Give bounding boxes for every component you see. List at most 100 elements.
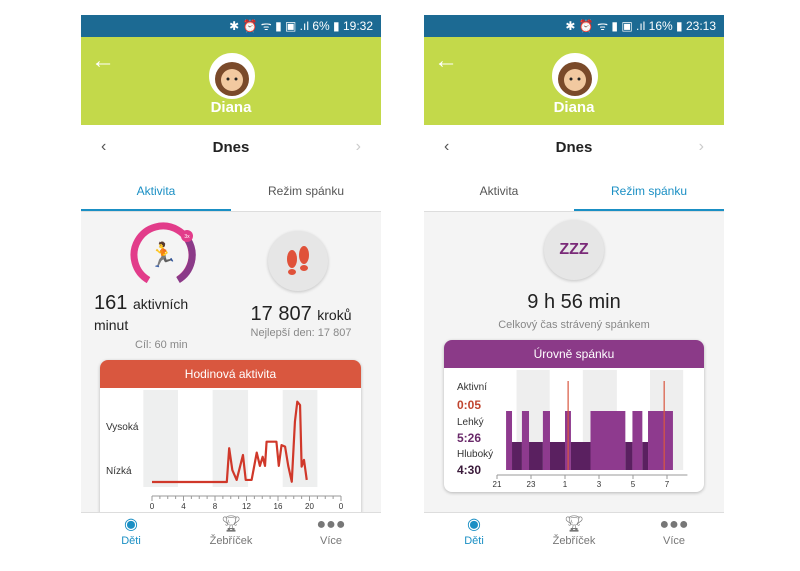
level-label-deep: Hluboký (457, 449, 494, 460)
y-label-low: Nízká (106, 466, 132, 477)
sleep-zzz-icon: ZZZ (544, 220, 604, 280)
sleep-light-bar (632, 411, 643, 470)
clock: 19:32 (342, 19, 373, 33)
back-arrow-icon[interactable]: ← (434, 47, 458, 74)
level-label-active: Aktivní (457, 382, 488, 393)
active-minutes-unit: minut (94, 317, 129, 333)
x-tick-label: 16 (274, 502, 283, 511)
sleep-light-bar (521, 411, 530, 470)
y-label-high: Vysoká (106, 422, 139, 433)
status-icons: ✱ ⏰ ᯤ ▮ ▣ .ıl (565, 19, 649, 33)
chevron-right-icon[interactable]: › (355, 138, 361, 155)
sleep-deep-bar (512, 442, 522, 470)
chevron-left-icon[interactable]: ‹ (101, 138, 107, 155)
sleep-total: 9 h 56 min (527, 291, 621, 313)
sleep-levels-card: 21 23 1 3 5 7 Úrovně spánku Aktivní 0:05 Lehk… (444, 340, 704, 492)
nav-leaderboard[interactable]: 🏆︎ Žebříček (524, 513, 624, 552)
level-value-active: 0:05 (457, 398, 482, 412)
bottom-nav: ◉ Děti 🏆︎ Žebříček ●●● Více (424, 512, 724, 552)
status-bar: ✱ ⏰ ᯤ ▮ ▣ .ıl 16% ▮ 23:13 (424, 15, 724, 37)
clock: 23:13 (685, 19, 716, 33)
child-icon: ◉ (124, 516, 138, 533)
x-tick-label: 5 (631, 480, 636, 489)
nav-more[interactable]: ●●● Více (281, 513, 381, 552)
profile-header: ← Diana (424, 37, 724, 125)
profile-header: ← Diana (81, 37, 381, 125)
chevron-left-icon[interactable]: ‹ (444, 138, 450, 155)
avatar[interactable] (209, 53, 255, 99)
bottom-nav: ◉ Děti 🏆︎ Žebříček ●●● Více (81, 512, 381, 552)
tab-bar: Aktivita Režim spánku (424, 172, 724, 212)
x-tick-label: 4 (181, 502, 186, 511)
back-arrow-icon[interactable]: ← (91, 47, 115, 74)
level-value-light: 5:26 (457, 431, 482, 445)
x-tick-label: 0 (339, 502, 344, 511)
sleep-deep-bar (625, 442, 633, 470)
child-icon: ◉ (467, 516, 481, 533)
tab-activity[interactable]: Aktivita (81, 172, 231, 211)
trophy-icon: 🏆︎ (563, 516, 585, 533)
child-name: Diana (553, 99, 595, 116)
chevron-right-icon[interactable]: › (698, 138, 704, 155)
sleep-light-bar (506, 411, 513, 470)
sleep-deep-bar (529, 442, 543, 470)
more-icon: ●●● (316, 516, 346, 533)
tab-activity[interactable]: Aktivita (479, 184, 519, 198)
sleep-deep-bar (549, 442, 565, 470)
hourly-activity-card: 0 4 8 12 16 20 0 Hodinová aktivita Vysoká Nízk… (100, 360, 361, 520)
sleep-levels-chart: 21 23 1 3 5 7 (493, 370, 688, 489)
level-value-deep: 4:30 (457, 463, 482, 477)
sleep-light-bar (542, 411, 550, 470)
activity-line (152, 400, 308, 484)
level-label-light: Lehký (457, 417, 484, 428)
nav-children[interactable]: ◉ Děti (424, 513, 524, 552)
nav-children[interactable]: ◉ Děti (81, 513, 181, 552)
child-name: Diana (210, 99, 252, 116)
nav-leaderboard[interactable]: 🏆︎ Žebříček (181, 513, 281, 552)
active-minutes-goal: Cíl: 60 min (135, 339, 188, 351)
x-tick-label: 12 (242, 502, 251, 511)
sleep-light-bar (648, 411, 673, 470)
tab-sleep[interactable]: Režim spánku (574, 172, 724, 211)
activity-screen: ✱ ⏰ ᯤ ▮ ▣ .ıl 6% ▮ 19:32 ← Diana ‹ Dnes … (81, 15, 381, 552)
active-minutes-ring: 3x 🏃 (130, 222, 196, 288)
running-icon: 🏃 (148, 241, 178, 269)
status-bar: ✱ ⏰ ᯤ ▮ ▣ .ıl 6% ▮ 19:32 (81, 15, 381, 37)
tab-bar: Aktivita Režim spánku (81, 172, 381, 212)
x-tick-label: 20 (305, 502, 314, 511)
footprints-icon (287, 246, 309, 275)
nav-more[interactable]: ●●● Více (624, 513, 724, 552)
x-tick-label: 1 (563, 480, 568, 489)
sleep-deep-bar (570, 442, 591, 470)
steps-best: Nejlepší den: 17 807 (250, 327, 352, 339)
card-title: Hodinová aktivita (100, 360, 361, 388)
date-selector: ‹ Dnes › (424, 125, 724, 172)
card-title: Úrovně spánku (444, 340, 704, 368)
battery-level: 6% (312, 19, 330, 33)
ring-badge: 3x (184, 234, 190, 240)
trophy-icon: 🏆︎ (220, 516, 242, 533)
active-minutes-value: 161 aktivních (94, 292, 189, 314)
sleep-caption: Celkový čas strávený spánkem (498, 319, 650, 331)
steps-circle (268, 231, 328, 291)
sleep-light-bar (590, 411, 626, 470)
hour-band (143, 390, 178, 487)
x-tick-label: 8 (213, 502, 218, 511)
status-icons: ✱ ⏰ ᯤ ▮ ▣ .ıl (229, 19, 313, 33)
steps-value: 17 807 kroků (250, 303, 352, 325)
tab-sleep[interactable]: Režim spánku (267, 184, 345, 198)
x-tick-label: 3 (597, 480, 602, 489)
more-icon: ●●● (659, 516, 689, 533)
date-selector: ‹ Dnes › (81, 125, 381, 172)
date-label: Dnes (212, 139, 250, 156)
x-tick-label: 23 (527, 480, 536, 489)
date-label: Dnes (555, 139, 593, 156)
x-tick-label: 7 (665, 480, 670, 489)
sleep-deep-bar (642, 442, 649, 470)
hour-band (212, 390, 249, 487)
avatar[interactable] (552, 53, 598, 99)
x-tick-label: 0 (150, 502, 155, 511)
hourly-activity-chart: 0 4 8 12 16 20 0 (143, 390, 344, 511)
battery-level: 16% (648, 19, 673, 33)
x-tick-label: 21 (493, 480, 502, 489)
